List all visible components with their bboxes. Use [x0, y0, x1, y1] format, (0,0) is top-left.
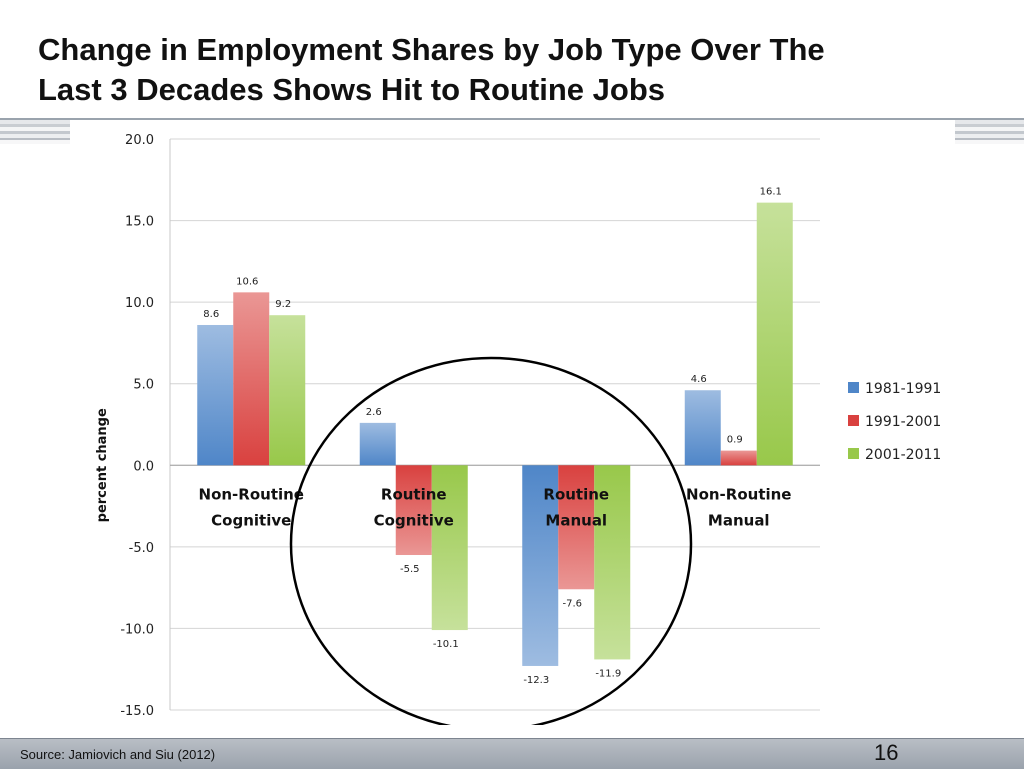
y-tick-label: -10.0 [120, 622, 154, 637]
data-label: -12.3 [523, 675, 549, 686]
legend-label: 1981-1991 [865, 381, 941, 397]
data-label: -11.9 [595, 668, 621, 679]
highlight-circle [289, 356, 693, 725]
y-tick-label: 5.0 [133, 378, 154, 393]
y-tick-label: 10.0 [125, 296, 154, 311]
category-label: Manual [545, 511, 607, 529]
bar-1991-2001-3 [720, 450, 757, 466]
data-label: -7.6 [562, 598, 582, 609]
category-label: Non-Routine [199, 485, 304, 503]
data-label: -10.1 [433, 639, 459, 650]
data-label: 10.6 [236, 276, 258, 287]
data-label: 4.6 [691, 374, 707, 385]
category-label: Routine [543, 485, 609, 503]
slide-title-line-1: Change in Employment Shares by Job Type … [38, 32, 825, 67]
category-label: Routine [381, 485, 447, 503]
data-label: 16.1 [760, 187, 782, 198]
bar-2001-2011-3 [756, 202, 793, 466]
chart-panel: 20.0 15.0 10.0 5.0 0.0 -5.0 -10.0 -15.0 percent … [70, 120, 955, 725]
bar-2001-2011-2 [594, 465, 631, 660]
bar-1991-2001-0 [233, 292, 270, 466]
bar-1981-1991-0 [197, 324, 234, 466]
data-label: 2.6 [366, 407, 382, 418]
bar-1981-1991-1 [359, 422, 396, 466]
category-label: Manual [708, 511, 770, 529]
y-tick-label: 20.0 [125, 133, 154, 148]
slide-title-line-2: Last 3 Decades Shows Hit to Routine Jobs [38, 72, 666, 107]
legend-swatch [848, 448, 859, 459]
data-label: 8.6 [203, 309, 219, 320]
category-label: Cognitive [211, 511, 291, 529]
employment-bar-chart: 20.0 15.0 10.0 5.0 0.0 -5.0 -10.0 -15.0 percent … [95, 133, 941, 725]
y-tick-label: -15.0 [120, 704, 154, 719]
legend-label: 1991-2001 [865, 414, 941, 430]
category-label: Non-Routine [686, 485, 791, 503]
bar-2001-2011-0 [269, 315, 306, 466]
page-number: 16 [874, 740, 899, 765]
bar-1981-1991-2 [522, 465, 559, 666]
bar-1991-2001-2 [558, 465, 595, 590]
bar-1981-1991-3 [684, 390, 721, 466]
slide-title: Change in Employment Shares by Job Type … [38, 30, 998, 110]
bar-2001-2011-1 [431, 465, 468, 631]
data-label: -5.5 [400, 564, 420, 575]
data-label: 9.2 [275, 299, 291, 310]
legend-swatch [848, 415, 859, 426]
category-label: Cognitive [374, 511, 454, 529]
y-tick-label: -5.0 [129, 541, 154, 556]
source-citation: Source: Jamiovich and Siu (2012) [20, 747, 216, 762]
data-label: 0.9 [727, 435, 743, 446]
bar-1991-2001-1 [395, 465, 432, 556]
legend-swatch [848, 382, 859, 393]
legend-label: 2001-2011 [865, 447, 941, 463]
y-tick-label: 0.0 [133, 459, 154, 474]
y-tick-label: 15.0 [125, 215, 154, 230]
y-axis-title: percent change [95, 408, 110, 522]
footer-bar: Source: Jamiovich and Siu (2012) 16 [0, 738, 1024, 769]
